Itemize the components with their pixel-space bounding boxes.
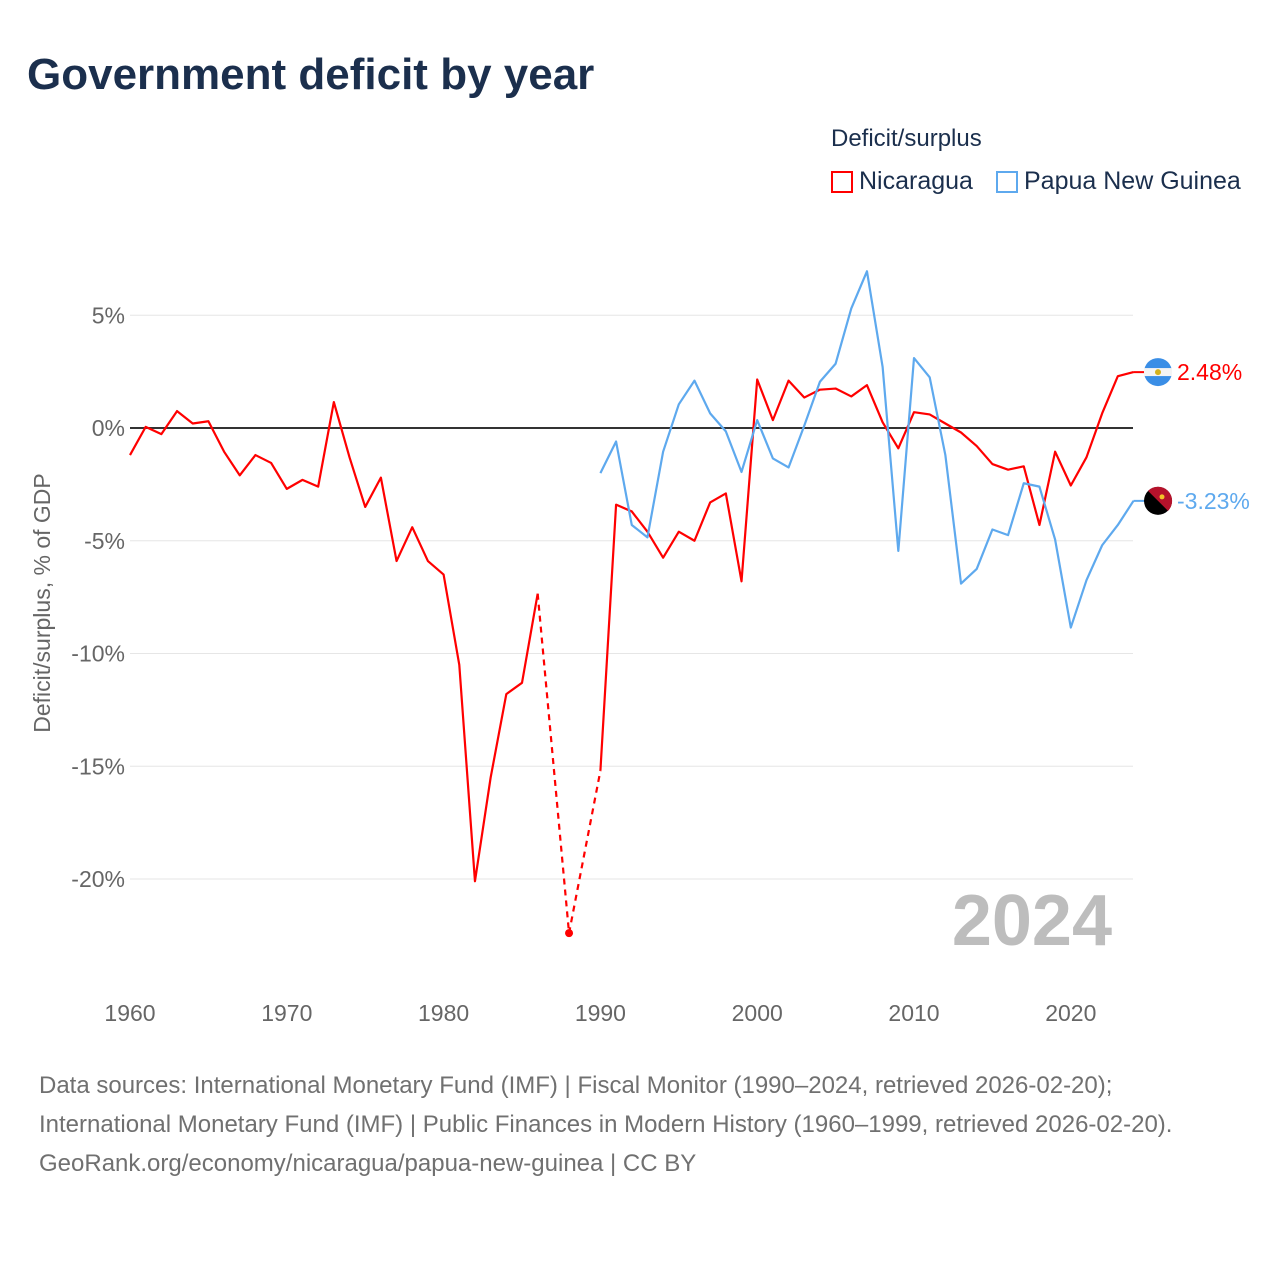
series-line-nicaragua [599, 371, 1134, 771]
end-value-label: 2.48% [1177, 359, 1242, 385]
x-tick-label: 1960 [104, 1000, 155, 1026]
legend-item-papua-new-guinea[interactable]: Papua New Guinea [996, 167, 1241, 196]
flag-emblem [1155, 369, 1161, 376]
legend-title: Deficit/surplus [831, 125, 982, 152]
flag-red-half [1148, 486, 1173, 511]
plot-area: 5% 0% -5% -10% -15% -20% 1960 1970 1980 1990 2000 2… [29, 270, 1250, 1026]
flag-bird [1159, 494, 1165, 500]
x-tick-label: 1990 [575, 1000, 626, 1026]
x-tick-label: 2010 [888, 1000, 939, 1026]
year-watermark: 2024 [952, 881, 1112, 961]
footer: Data sources: International Monetary Fun… [39, 1066, 1239, 1183]
end-value-label: -3.23% [1177, 488, 1250, 514]
chart-title: Government deficit by year [27, 50, 595, 99]
series-gap-dashed [536, 593, 571, 934]
legend-swatch [996, 170, 1018, 193]
legend-item-nicaragua[interactable]: Nicaragua [831, 167, 973, 196]
credit-link[interactable]: GeoRank.org/economy/nicaragua/papua-new-… [39, 1150, 697, 1177]
series-line-papua-new-guinea [599, 270, 1135, 629]
legend-label: Papua New Guinea [1024, 167, 1241, 195]
data-sources: Data sources: International Monetary Fun… [39, 1072, 1173, 1138]
x-tick-label: 1980 [418, 1000, 469, 1026]
series-gap-dashed [567, 770, 602, 934]
data-point [565, 929, 574, 938]
legend-label: Nicaragua [859, 167, 973, 195]
legend-swatch [831, 170, 853, 193]
series-line-nicaragua [129, 400, 539, 883]
y-tick-label: -10% [71, 641, 125, 667]
y-tick-label: -15% [71, 753, 125, 779]
x-tick-label: 2020 [1045, 1000, 1096, 1026]
y-axis-label: Deficit/surplus, % of GDP [29, 473, 55, 732]
y-tick-label: -20% [71, 866, 125, 892]
x-tick-label: 2000 [732, 1000, 783, 1026]
y-tick-label: 0% [92, 415, 125, 441]
y-tick-label: -5% [84, 528, 125, 554]
y-tick-label: 5% [92, 302, 125, 328]
x-tick-label: 1970 [261, 1000, 312, 1026]
